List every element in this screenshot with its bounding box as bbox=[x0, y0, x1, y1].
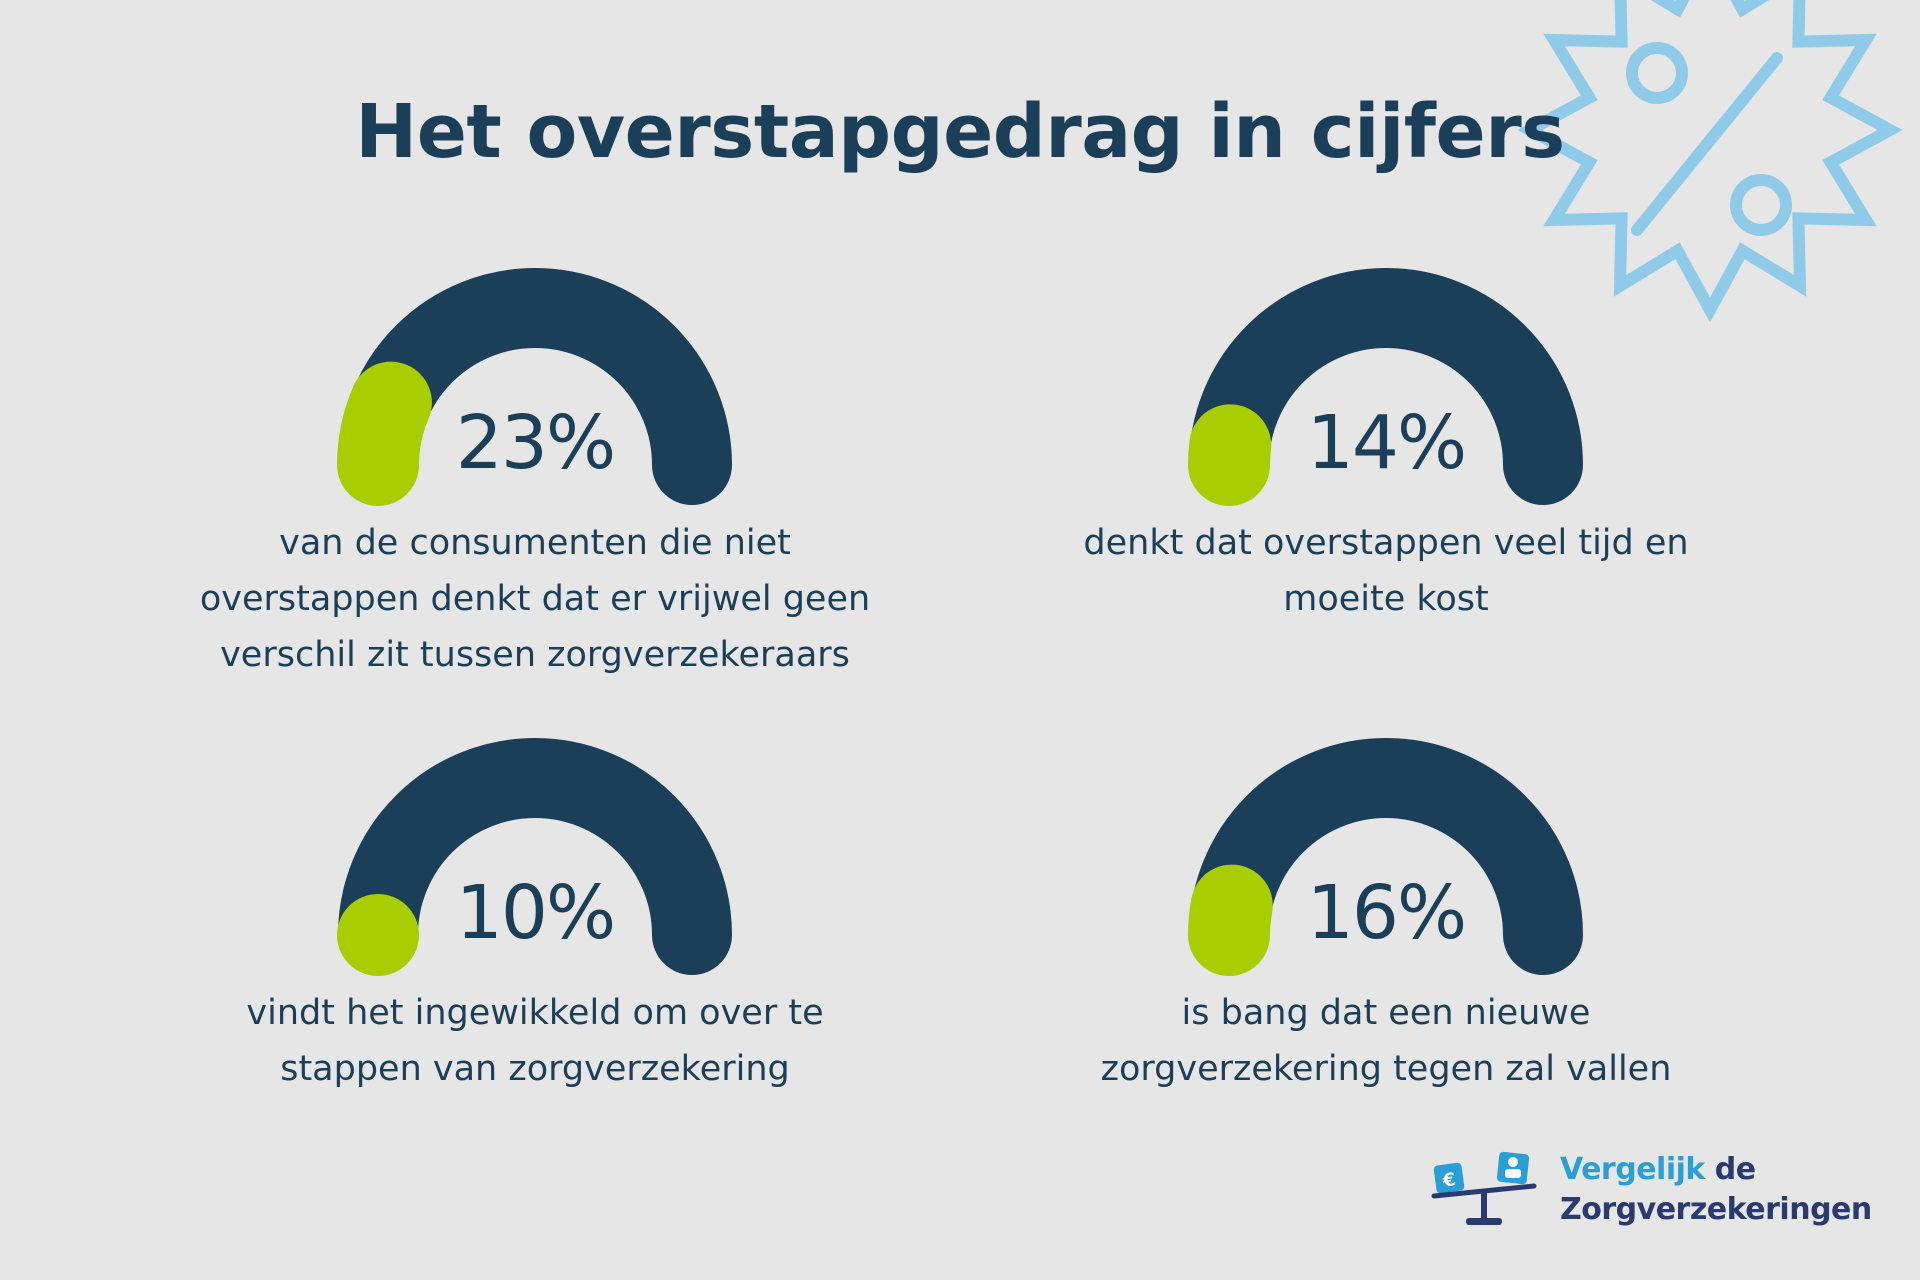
page-title: Het overstapgedrag in cijfers bbox=[355, 89, 1565, 175]
gauge-value-bar bbox=[337, 361, 432, 506]
gauge-description: van de consumenten die niet overstappen d… bbox=[155, 515, 915, 683]
gauge-value-label: 16% bbox=[1306, 870, 1467, 956]
gauge-description-line: is bang dat een nieuwe bbox=[1181, 993, 1591, 1033]
gauge-value-label: 23% bbox=[455, 400, 616, 486]
gauge-value-label: 14% bbox=[1306, 400, 1467, 486]
gauge-4 bbox=[1188, 738, 1583, 976]
percent-badge-icon bbox=[1517, 0, 1903, 323]
gauge-description-line: stappen van zorgverzekering bbox=[280, 1049, 790, 1089]
balance-scale-euro-icon: € bbox=[1431, 1151, 1537, 1225]
svg-text:€: € bbox=[1441, 1169, 1457, 1192]
gauge-description: denkt dat overstappen veel tijd en moeite… bbox=[1006, 515, 1766, 627]
gauge-description-line: vindt het ingewikkeld om over te bbox=[246, 993, 824, 1033]
gauge-description-line: zorgverzekering tegen zal vallen bbox=[1100, 1049, 1672, 1089]
gauge-2 bbox=[1188, 268, 1583, 506]
gauge-description-line: overstappen denkt dat er vrijwel geen bbox=[199, 579, 871, 619]
gauge-value-label: 10% bbox=[455, 870, 616, 956]
gauge-value-bar bbox=[337, 894, 419, 976]
gauge-description-line: denkt dat overstappen veel tijd en bbox=[1083, 523, 1689, 563]
gauge-description: vindt het ingewikkeld om over te stappen … bbox=[155, 985, 915, 1097]
gauge-value-bar bbox=[1188, 404, 1272, 506]
gauge-track bbox=[1189, 738, 1583, 975]
gauge-description-line: verschil zit tussen zorgverzekeraars bbox=[220, 635, 850, 675]
logo-word-zorgverzekeringen: Zorgverzekeringen bbox=[1560, 1192, 1872, 1227]
gauge-track bbox=[1189, 268, 1583, 505]
gauge-3 bbox=[337, 738, 732, 976]
gauge-1 bbox=[337, 268, 732, 506]
gauge-description-line: van de consumenten die niet bbox=[279, 523, 791, 563]
gauge-description: is bang dat een nieuwe zorgverzekering te… bbox=[1006, 985, 1766, 1097]
gauge-description-line: moeite kost bbox=[1283, 579, 1489, 619]
logo-word-de: de bbox=[1704, 1152, 1756, 1187]
brand-logo[interactable]: Vergelijk de Zorgverzekeringen bbox=[1560, 1150, 1872, 1230]
gauge-track bbox=[338, 738, 732, 975]
gauge-value-bar bbox=[1188, 864, 1273, 976]
logo-word-vergelijk: Vergelijk bbox=[1560, 1152, 1705, 1187]
